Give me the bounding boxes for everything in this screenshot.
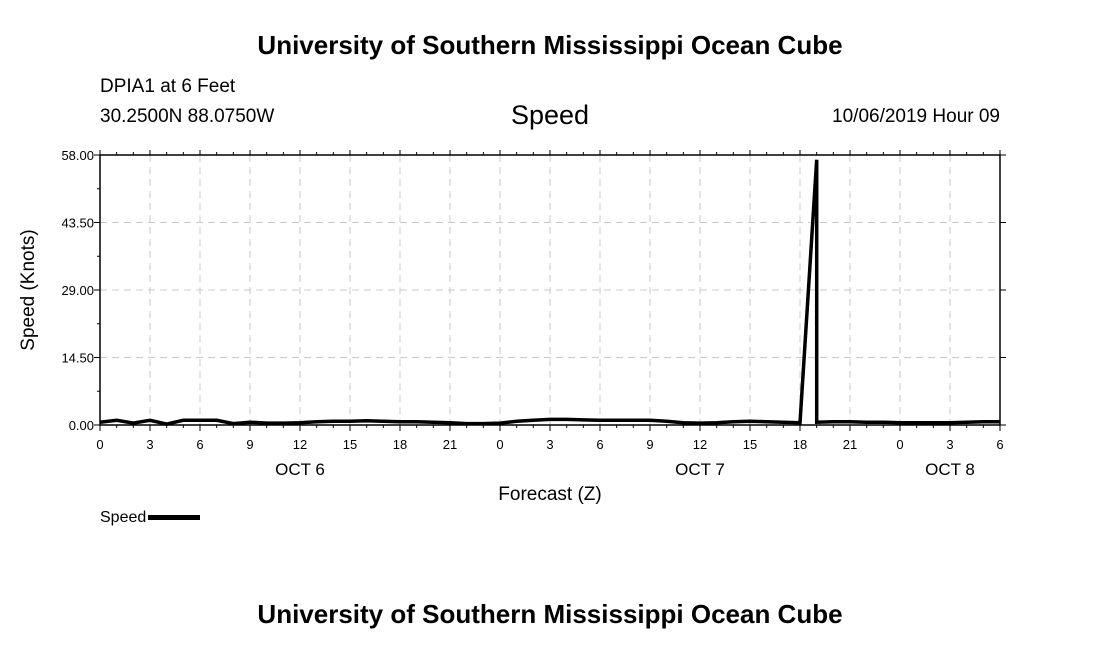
issued-time: 10/06/2019 Hour 09	[832, 106, 1000, 127]
station-coordinates: 30.2500N 88.0750W	[100, 106, 275, 127]
x-axis-label: Forecast (Z)	[498, 484, 601, 505]
x-tick-label: 15	[743, 437, 757, 452]
y-tick-label: 29.00	[61, 283, 94, 298]
x-tick-label: 3	[546, 437, 553, 452]
x-tick-label: 0	[896, 437, 903, 452]
legend-swatch	[148, 515, 201, 521]
x-tick-label: 3	[946, 437, 953, 452]
chart-title: Speed	[510, 100, 590, 130]
x-tick-label: 3	[146, 437, 153, 452]
x-tick-label: 12	[293, 437, 307, 452]
x-tick-label: 9	[646, 437, 653, 452]
x-tick-label: 18	[393, 437, 407, 452]
axes: 0.00 14.50 29.00 43.50 58.00 0 3 6 9 12 15 18 21 0 3 6 9…	[61, 148, 1006, 479]
footer-title: University of Southern Mississippi Ocean…	[257, 599, 843, 629]
x-tick-label: 21	[443, 437, 457, 452]
day-label: OCT 6	[275, 460, 325, 479]
day-label: OCT 7	[675, 460, 725, 479]
y-tick-label: 14.50	[61, 351, 94, 366]
x-tick-label: 0	[96, 437, 103, 452]
x-tick-label: 6	[196, 437, 203, 452]
x-tick-label: 6	[596, 437, 603, 452]
x-tick-label: 21	[843, 437, 857, 452]
grid	[100, 155, 1000, 425]
y-tick-label: 58.00	[61, 148, 94, 163]
x-tick-label: 0	[496, 437, 503, 452]
x-tick-label: 15	[343, 437, 357, 452]
data-layer	[99, 159, 1001, 426]
day-label: OCT 8	[925, 460, 975, 479]
page-title: University of Southern Mississippi Ocean…	[257, 30, 843, 60]
x-tick-label: 6	[996, 437, 1003, 452]
speed-series-line	[99, 159, 1000, 426]
x-tick-label: 18	[793, 437, 807, 452]
plot-frame	[99, 154, 1001, 426]
legend-label: Speed	[100, 509, 147, 526]
legend: Speed	[100, 509, 201, 527]
y-tick-label: 0.00	[69, 418, 94, 433]
y-tick-label: 43.50	[61, 216, 94, 231]
x-tick-label: 12	[693, 437, 707, 452]
y-axis-label: Speed (Knots)	[18, 229, 39, 350]
x-tick-label: 9	[246, 437, 253, 452]
station-label: DPIA1 at 6 Feet	[100, 76, 236, 97]
